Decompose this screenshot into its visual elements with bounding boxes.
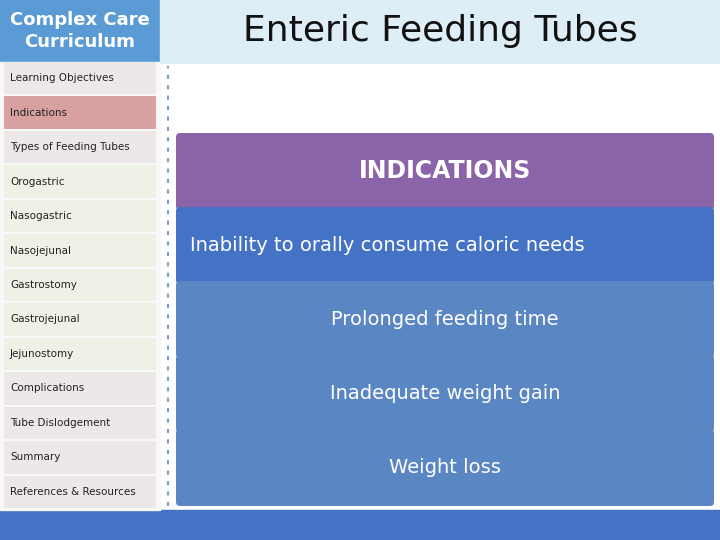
Text: Gastrojejunal: Gastrojejunal [10, 314, 80, 325]
Text: Jejunostomy: Jejunostomy [10, 349, 74, 359]
Bar [0, 510, 720, 540]
Bar [4, 131, 156, 164]
Text: Nasogastric: Nasogastric [10, 211, 72, 221]
Text: Gastrostomy: Gastrostomy [10, 280, 77, 290]
Bar [4, 338, 156, 370]
Text: Inadequate weight gain: Inadequate weight gain [330, 384, 560, 403]
FancyBboxPatch shape [176, 133, 714, 210]
Bar [4, 476, 156, 508]
Bar [4, 269, 156, 301]
Text: Types of Feeding Tubes: Types of Feeding Tubes [10, 142, 130, 152]
FancyBboxPatch shape [176, 207, 714, 284]
Bar [0, 62, 160, 510]
Text: References & Resources: References & Resources [10, 487, 136, 497]
Text: Inability to orally consume caloric needs: Inability to orally consume caloric need… [190, 236, 585, 255]
Text: Orogastric: Orogastric [10, 177, 65, 187]
Bar [4, 165, 156, 198]
FancyBboxPatch shape [176, 281, 714, 358]
FancyBboxPatch shape [176, 355, 714, 432]
Bar [0, 0, 720, 62]
Bar [160, 0, 720, 62]
Bar [4, 303, 156, 336]
FancyBboxPatch shape [176, 429, 714, 506]
Text: Complications: Complications [10, 383, 84, 393]
Text: Weight loss: Weight loss [389, 458, 501, 477]
Text: INDICATIONS: INDICATIONS [359, 159, 531, 184]
Text: Indications: Indications [10, 107, 67, 118]
Text: Learning Objectives: Learning Objectives [10, 73, 114, 83]
Bar [4, 234, 156, 267]
Bar [4, 200, 156, 232]
Bar [4, 372, 156, 404]
Bar [4, 62, 156, 94]
Bar [4, 441, 156, 474]
Text: Summary: Summary [10, 453, 60, 462]
Text: Prolonged feeding time: Prolonged feeding time [331, 310, 559, 329]
Bar [4, 97, 156, 129]
Bar [4, 407, 156, 439]
Text: Complex Care
Curriculum: Complex Care Curriculum [10, 11, 150, 51]
Text: Enteric Feeding Tubes: Enteric Feeding Tubes [243, 14, 637, 48]
Text: Nasojejunal: Nasojejunal [10, 246, 71, 255]
Text: Tube Dislodgement: Tube Dislodgement [10, 418, 110, 428]
